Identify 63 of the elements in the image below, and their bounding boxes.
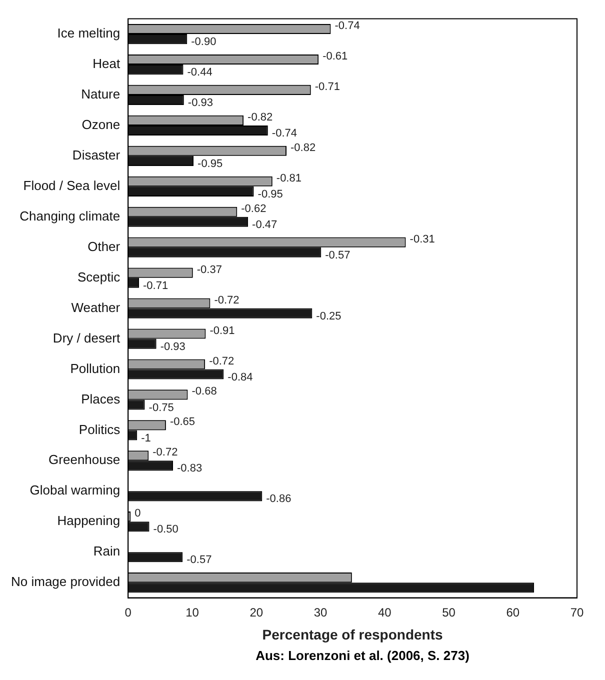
annotation: -0.71 <box>143 280 168 292</box>
y-tick-label: Dry / desert <box>52 330 120 346</box>
y-tick-label: Sceptic <box>77 269 121 284</box>
annotation: -0.37 <box>196 264 222 276</box>
x-tick-label: 70 <box>570 605 584 620</box>
y-tick-label: Disaster <box>72 148 121 163</box>
x-tick-label: 40 <box>378 605 392 620</box>
annotation: -0.82 <box>290 142 316 154</box>
y-tick-label: No image provided <box>10 574 120 590</box>
x-tick-label: 0 <box>124 605 132 620</box>
y-tick-label: Ice melting <box>57 26 120 41</box>
y-tick-label: Greenhouse <box>48 452 120 468</box>
y-tick-label: Places <box>81 391 121 406</box>
annotation: -0.72 <box>214 294 240 306</box>
annotation: -0.82 <box>248 111 273 124</box>
annotation: -0.68 <box>192 386 217 398</box>
annotation: -0.81 <box>276 172 302 184</box>
y-tick-label: Pollution <box>70 360 120 376</box>
x-tick-label: 20 <box>250 605 264 620</box>
annotation: -0.93 <box>188 97 213 110</box>
annotation: -0.44 <box>187 66 212 79</box>
annotation: -0.84 <box>228 371 253 384</box>
annotation: -0.65 <box>170 416 196 428</box>
annotation: -0.74 <box>334 20 360 32</box>
y-tick-label: Nature <box>81 86 120 102</box>
annotation: -0.61 <box>322 50 348 63</box>
annotation: -0.95 <box>258 188 283 200</box>
annotation: -0.91 <box>210 324 235 337</box>
y-tick-label: Other <box>88 238 121 254</box>
annotation: -0.72 <box>209 355 234 368</box>
y-tick-label: Happening <box>57 513 120 528</box>
y-tick-label: Politics <box>78 422 121 437</box>
x-tick-label: 50 <box>442 605 456 620</box>
x-tick-label: 10 <box>186 605 200 620</box>
x-tick-label: 60 <box>506 605 520 620</box>
annotation: -0.90 <box>191 36 216 48</box>
annotation: -0.31 <box>410 233 435 246</box>
annotation: -0.62 <box>241 202 266 215</box>
y-tick-label: Rain <box>93 544 120 559</box>
annotation: -0.93 <box>160 340 186 353</box>
annotation: -0.57 <box>325 249 350 262</box>
y-tick-label: Global warming <box>30 482 120 498</box>
annotation: -0.95 <box>198 158 223 170</box>
annotation: -0.25 <box>316 310 342 322</box>
y-tick-label: Heat <box>92 56 120 72</box>
annotation: -0.75 <box>148 402 174 414</box>
y-tick-label: Weather <box>71 300 121 315</box>
annotation: -0.47 <box>252 218 278 231</box>
annotation: -0.74 <box>272 128 297 140</box>
y-tick-label: Changing climate <box>20 208 120 224</box>
x-axis-title: Percentage of respondents <box>262 626 444 642</box>
annotation: -0.72 <box>152 446 178 459</box>
annotation: -0.83 <box>177 462 202 475</box>
y-tick-label: Ozone <box>82 117 120 132</box>
text: Aus: Lorenzoni et al. (2006, S. 273) <box>254 648 470 663</box>
annotation: 0 <box>134 508 141 520</box>
annotation: -0.57 <box>186 554 212 566</box>
annotation: -0.71 <box>314 80 340 93</box>
annotation: -0.50 <box>153 524 178 536</box>
y-tick-label: Flood / Sea level <box>23 178 120 193</box>
annotation: -1 <box>141 432 151 444</box>
annotation: -0.86 <box>266 493 292 506</box>
x-tick-label: 30 <box>314 605 328 620</box>
